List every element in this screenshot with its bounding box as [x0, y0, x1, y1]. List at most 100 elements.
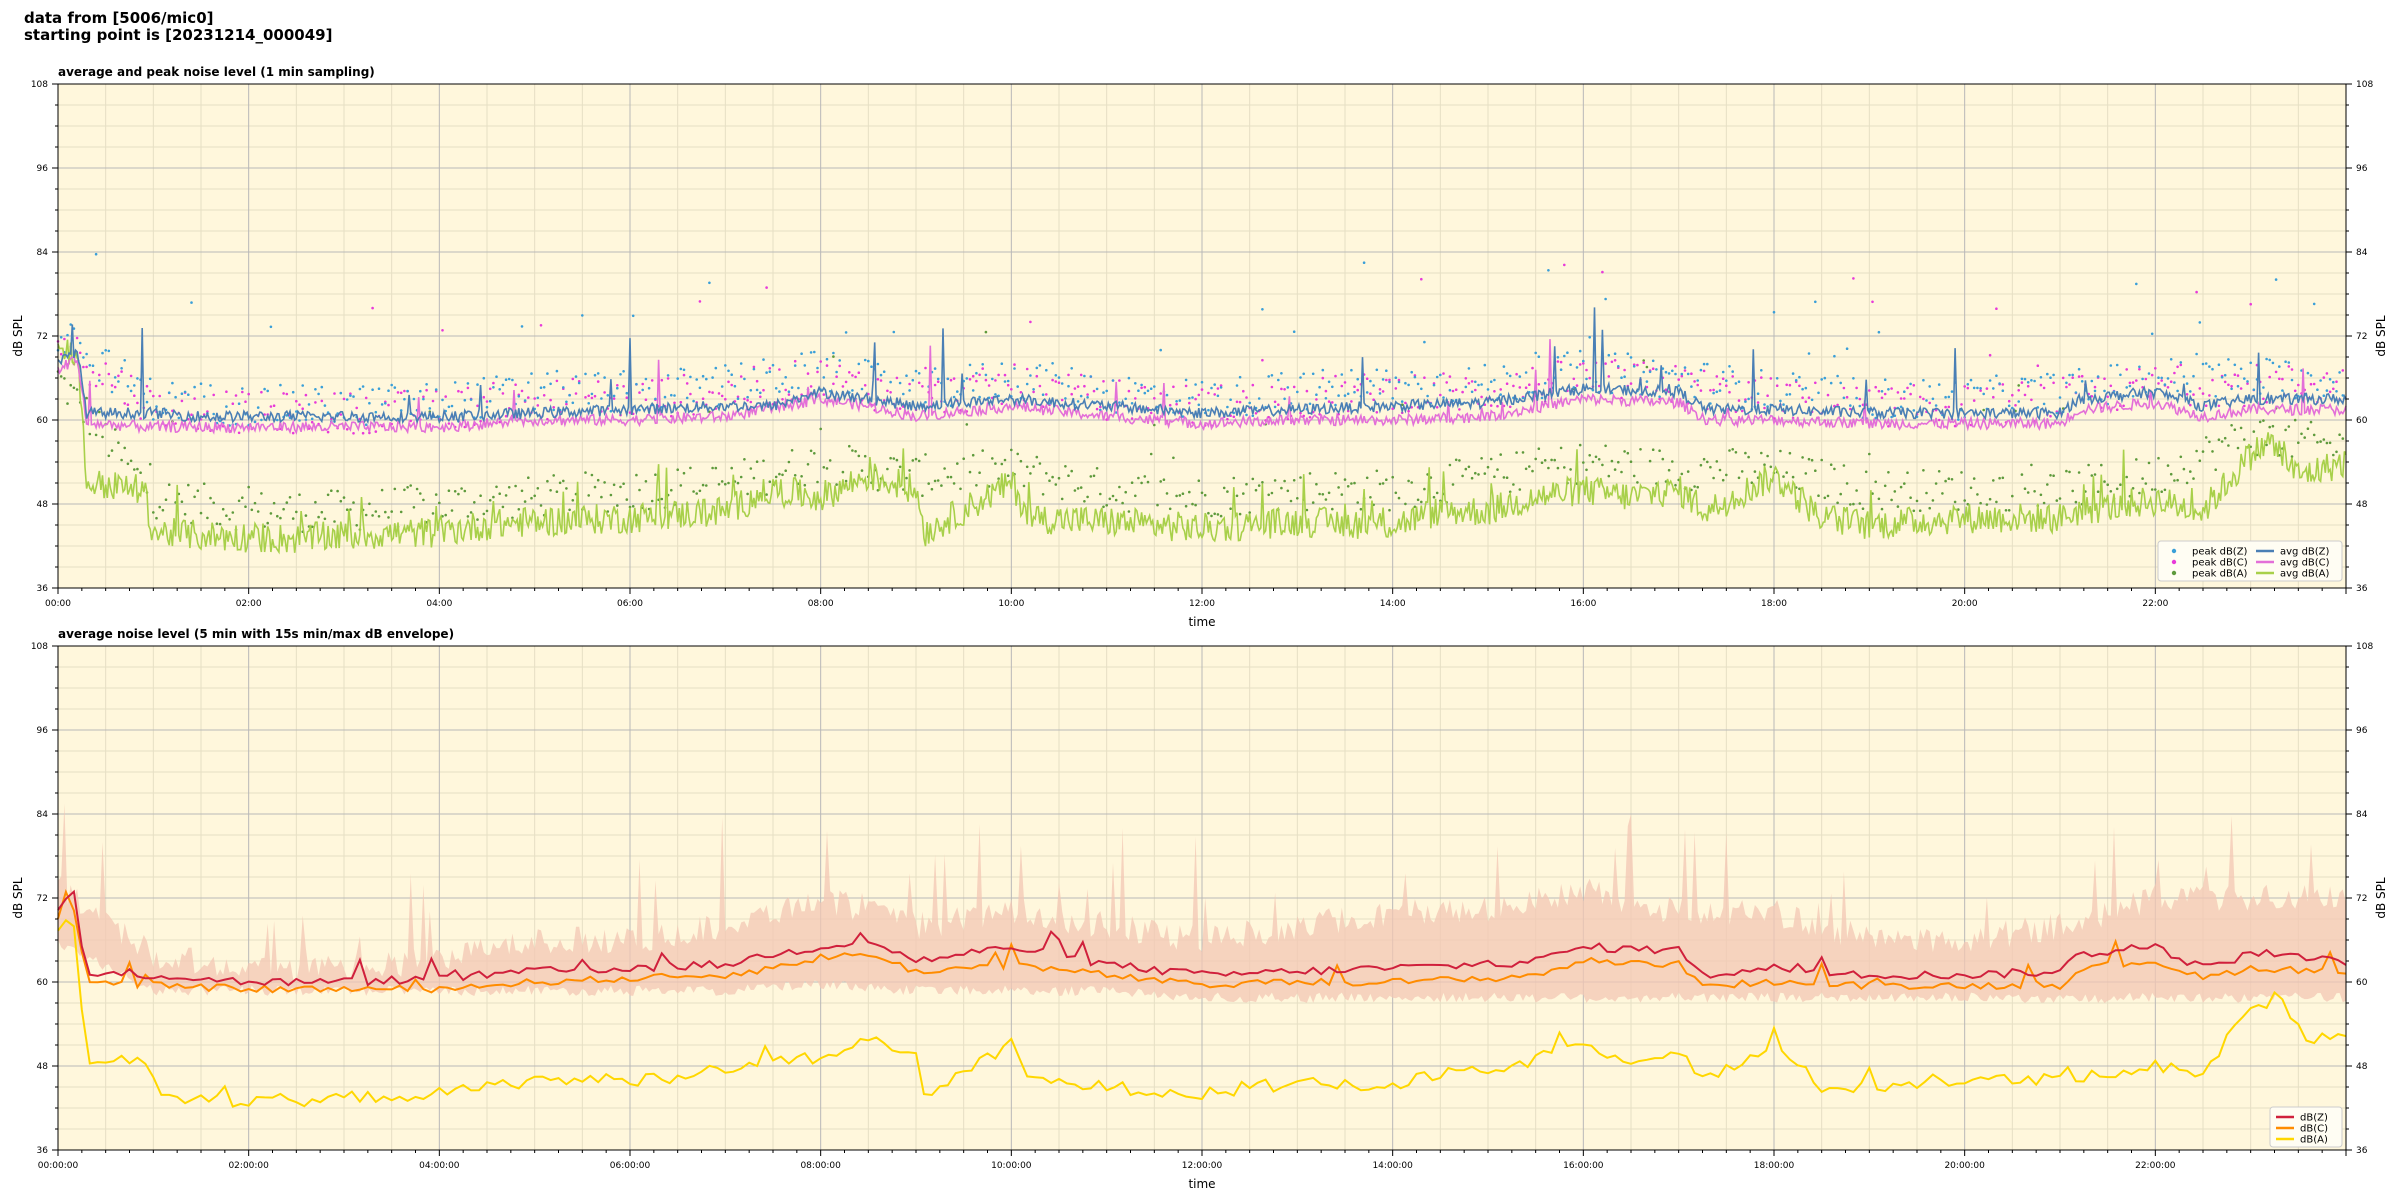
peak-point: [1680, 374, 1684, 378]
peak-point: [368, 502, 371, 506]
peak-point: [2049, 376, 2052, 380]
peak-point: [844, 479, 848, 483]
peak-point: [120, 458, 123, 462]
peak-point: [228, 518, 231, 521]
peak-point: [1826, 494, 1830, 498]
peak-point: [1327, 400, 1331, 403]
peak-point: [2278, 365, 2281, 368]
peak-point: [263, 387, 266, 391]
peak-point: [1976, 493, 1979, 496]
peak-point: [2316, 388, 2319, 392]
peak-point: [2052, 381, 2055, 385]
peak-point: [1334, 374, 1337, 378]
peak-point: [1944, 479, 1947, 483]
peak-point: [2208, 394, 2211, 397]
peak-point: [962, 457, 965, 461]
peak-point: [431, 399, 435, 403]
peak-point: [1404, 401, 1407, 405]
peak-point: [752, 365, 756, 369]
peak-point: [2157, 376, 2160, 380]
peak-point: [1060, 382, 1064, 385]
peak-point: [2223, 373, 2227, 377]
y-tick-label-right: 84: [2356, 248, 2368, 258]
peak-point: [689, 392, 692, 396]
peak-point: [282, 507, 285, 511]
y-axis-label-right: dB SPL: [2374, 315, 2388, 357]
y-tick-label-left: 108: [31, 80, 48, 90]
peak-point: [1604, 297, 1607, 301]
peak-point: [1200, 380, 1204, 384]
peak-point: [924, 453, 927, 456]
peak-point: [110, 449, 114, 452]
peak-point: [917, 381, 921, 385]
peak-point: [2258, 420, 2262, 424]
peak-point: [1337, 486, 1340, 489]
peak-point: [380, 403, 384, 406]
peak-point: [1922, 469, 1925, 472]
peak-point: [1191, 502, 1194, 506]
peak-point: [460, 487, 463, 490]
starting-point-label: starting point is [20231214_000049]: [24, 26, 333, 44]
peak-point: [1960, 471, 1963, 474]
peak-point: [1833, 354, 1836, 358]
peak-point: [593, 373, 597, 377]
peak-point: [1134, 494, 1137, 498]
peak-point: [1353, 390, 1356, 394]
peak-point: [975, 484, 978, 487]
peak-point: [88, 432, 92, 436]
peak-point: [562, 386, 565, 389]
peak-point: [2335, 380, 2338, 384]
peak-point: [1982, 408, 1985, 412]
peak-point: [625, 396, 629, 400]
peak-point: [1664, 370, 1668, 374]
peak-point: [806, 372, 810, 375]
peak-point: [1979, 387, 1982, 390]
peak-point: [622, 385, 625, 388]
peak-point: [819, 360, 822, 363]
peak-point: [1505, 372, 1509, 375]
peak-point: [2096, 490, 2100, 494]
peak-point: [1480, 383, 1483, 386]
peak-point: [1095, 387, 1099, 391]
peak-point: [1839, 492, 1842, 496]
peak-point: [898, 407, 902, 410]
peak-point: [107, 372, 111, 376]
peak-point: [1639, 448, 1642, 451]
peak-point: [476, 404, 479, 408]
peak-point: [527, 476, 530, 480]
peak-point: [2284, 360, 2287, 364]
peak-point: [399, 391, 403, 395]
peak-point: [2312, 302, 2316, 306]
peak-point: [209, 384, 212, 387]
peak-point: [1188, 490, 1191, 494]
peak-point: [136, 467, 139, 471]
peak-point: [1890, 387, 1893, 390]
peak-point: [339, 499, 343, 503]
peak-point: [612, 397, 616, 400]
peak-point: [746, 492, 749, 496]
peak-point: [679, 367, 683, 371]
peak-point: [2039, 376, 2043, 379]
peak-point: [1693, 485, 1696, 488]
peak-point: [2208, 440, 2211, 444]
peak-point: [1941, 492, 1944, 495]
peak-point: [1448, 463, 1452, 467]
peak-point: [1092, 389, 1096, 393]
peak-point: [1235, 400, 1239, 404]
peak-point: [1232, 415, 1236, 419]
peak-point: [730, 383, 733, 387]
peak-point: [921, 385, 924, 388]
peak-point: [237, 431, 241, 435]
peak-point: [1912, 384, 1916, 387]
peak-point: [361, 431, 365, 435]
peak-point: [1235, 494, 1239, 498]
peak-point: [641, 382, 644, 386]
peak-point: [530, 372, 533, 375]
peak-point: [952, 377, 956, 380]
peak-point: [1801, 387, 1804, 391]
peak-point: [1798, 487, 1801, 491]
peak-point: [390, 383, 394, 387]
peak-point: [816, 480, 819, 484]
peak-point: [1712, 388, 1715, 392]
peak-point: [1270, 491, 1274, 495]
